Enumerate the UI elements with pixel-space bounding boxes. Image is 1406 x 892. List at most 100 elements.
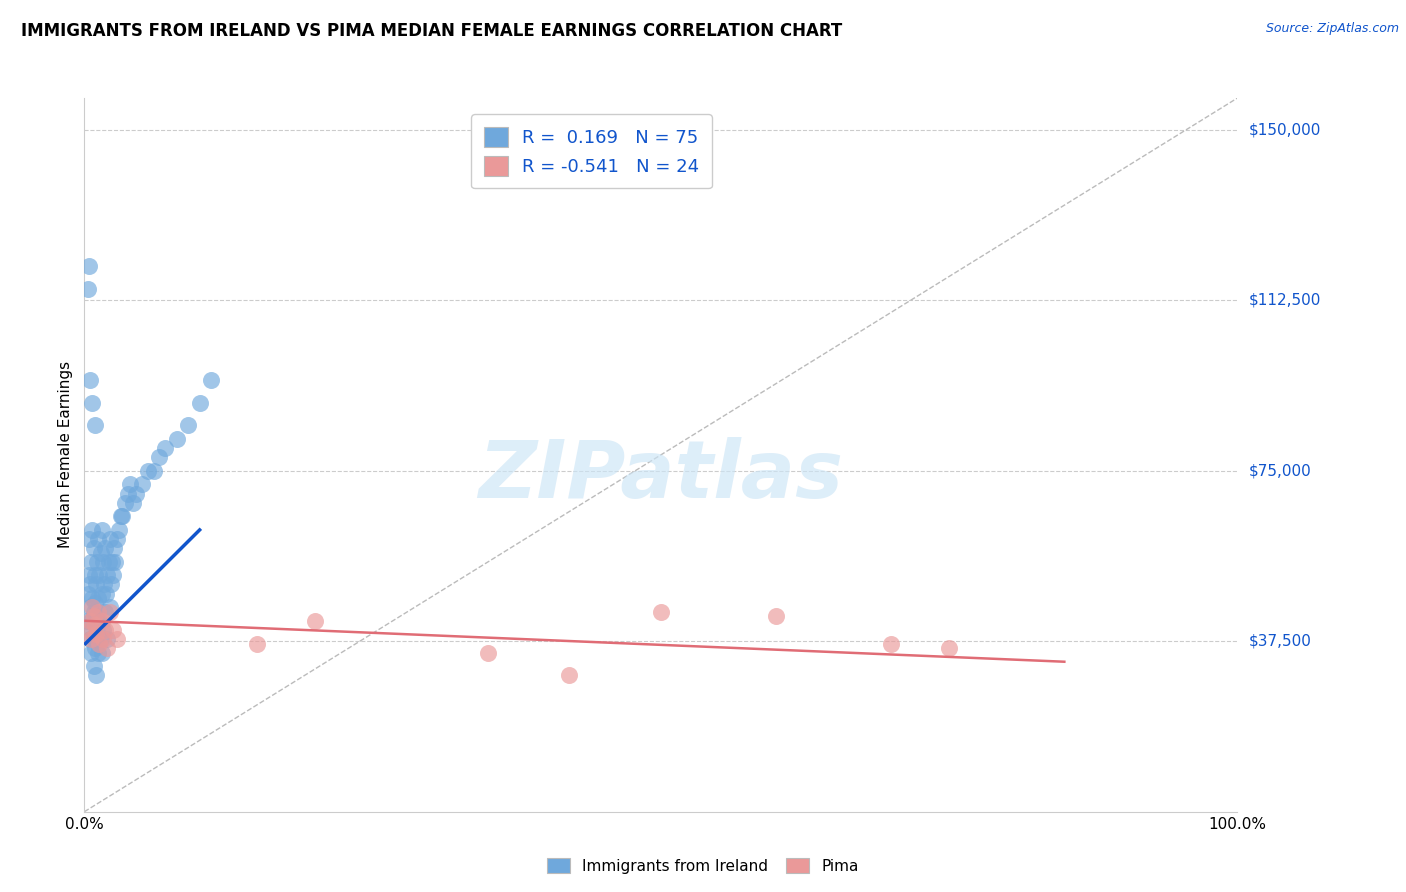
Point xyxy=(82,395,104,409)
Point xyxy=(120,477,142,491)
Legend: Immigrants from Ireland, Pima: Immigrants from Ireland, Pima xyxy=(541,852,865,880)
Point xyxy=(90,614,112,628)
Point xyxy=(76,282,98,296)
Point xyxy=(89,632,111,646)
Point xyxy=(103,541,125,555)
Point xyxy=(89,636,111,650)
Point xyxy=(117,486,139,500)
Point xyxy=(131,477,153,491)
Point xyxy=(87,646,110,660)
Point xyxy=(83,568,105,582)
Point xyxy=(82,591,104,606)
Point xyxy=(246,636,269,650)
Point xyxy=(77,532,100,546)
Point xyxy=(87,605,110,619)
Point xyxy=(104,555,127,569)
Point xyxy=(91,623,114,637)
Point xyxy=(89,546,111,560)
Point xyxy=(90,586,112,600)
Point xyxy=(77,568,100,582)
Point xyxy=(114,496,136,510)
Point xyxy=(84,577,107,591)
Point xyxy=(83,605,105,619)
Point xyxy=(101,555,124,569)
Point xyxy=(103,623,124,637)
Point xyxy=(80,632,103,646)
Point xyxy=(86,555,108,569)
Point xyxy=(87,591,110,606)
Point xyxy=(111,509,134,524)
Point xyxy=(84,627,107,641)
Point xyxy=(79,577,101,591)
Point xyxy=(83,632,105,646)
Point xyxy=(77,260,100,274)
Point xyxy=(105,532,128,546)
Point xyxy=(153,441,176,455)
Point xyxy=(96,632,118,646)
Y-axis label: Median Female Earnings: Median Female Earnings xyxy=(58,361,73,549)
Text: $150,000: $150,000 xyxy=(1249,122,1320,137)
Point xyxy=(79,614,101,628)
Point xyxy=(166,432,188,446)
Point xyxy=(110,509,132,524)
Point xyxy=(148,450,170,465)
Point xyxy=(94,541,117,555)
Point xyxy=(125,486,148,500)
Point xyxy=(79,373,101,387)
Point xyxy=(136,464,159,478)
Point xyxy=(96,568,118,582)
Point xyxy=(83,618,105,632)
Point xyxy=(94,623,117,637)
Point xyxy=(96,641,118,656)
Point xyxy=(89,614,111,628)
Point xyxy=(94,605,117,619)
Point xyxy=(93,577,115,591)
Point xyxy=(83,541,105,555)
Point xyxy=(83,659,105,673)
Point xyxy=(103,568,124,582)
Point xyxy=(76,623,98,637)
Point xyxy=(80,614,103,628)
Point xyxy=(121,496,143,510)
Point xyxy=(82,600,104,615)
Point xyxy=(79,632,101,646)
Point xyxy=(96,586,118,600)
Point xyxy=(83,641,105,656)
Point xyxy=(90,523,112,537)
Text: $37,500: $37,500 xyxy=(1249,634,1312,648)
Point xyxy=(108,523,131,537)
Point xyxy=(82,523,104,537)
Point xyxy=(90,646,112,660)
Legend: R =  0.169   N = 75, R = -0.541   N = 24: R = 0.169 N = 75, R = -0.541 N = 24 xyxy=(471,114,711,188)
Point xyxy=(80,646,103,660)
Point xyxy=(97,555,120,569)
Point xyxy=(880,636,903,650)
Point xyxy=(105,632,128,646)
Point xyxy=(142,464,165,478)
Point xyxy=(84,632,107,646)
Point xyxy=(83,596,105,610)
Point xyxy=(100,577,122,591)
Point xyxy=(938,641,960,656)
Point xyxy=(98,605,121,619)
Point xyxy=(557,668,579,682)
Point xyxy=(76,614,98,628)
Point xyxy=(91,632,114,646)
Point xyxy=(765,609,787,624)
Point xyxy=(79,600,101,615)
Point xyxy=(89,568,111,582)
Point xyxy=(84,668,107,682)
Point xyxy=(98,600,121,615)
Point xyxy=(80,555,103,569)
Point xyxy=(82,623,104,637)
Text: ZIPatlas: ZIPatlas xyxy=(478,437,844,516)
Point xyxy=(84,609,107,624)
Point xyxy=(188,395,211,409)
Text: Source: ZipAtlas.com: Source: ZipAtlas.com xyxy=(1265,22,1399,36)
Text: $112,500: $112,500 xyxy=(1249,293,1320,308)
Point xyxy=(86,623,108,637)
Point xyxy=(477,646,499,660)
Text: $75,000: $75,000 xyxy=(1249,463,1312,478)
Text: IMMIGRANTS FROM IRELAND VS PIMA MEDIAN FEMALE EARNINGS CORRELATION CHART: IMMIGRANTS FROM IRELAND VS PIMA MEDIAN F… xyxy=(21,22,842,40)
Point xyxy=(83,609,105,624)
